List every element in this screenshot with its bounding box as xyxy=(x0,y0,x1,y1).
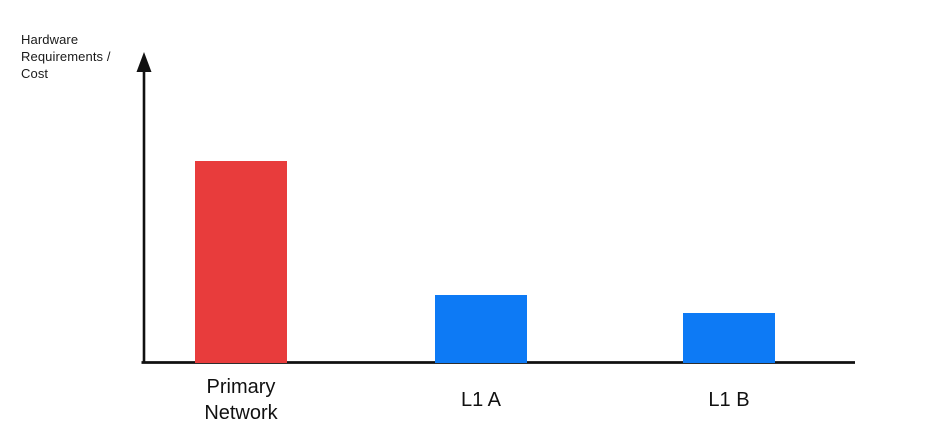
bar-l1-a xyxy=(435,295,527,363)
bar-primary-network xyxy=(195,161,287,363)
x-tick-label-primary-network: Primary Network xyxy=(204,376,278,424)
y-axis-arrowhead-icon xyxy=(136,52,152,72)
bar-l1-b xyxy=(683,313,775,363)
x-tick-label-l1-b: L1 B xyxy=(708,389,750,411)
x-tick-label-l1-a: L1 A xyxy=(460,389,502,411)
y-axis-label: Hardware Requirements / Cost xyxy=(21,32,111,81)
